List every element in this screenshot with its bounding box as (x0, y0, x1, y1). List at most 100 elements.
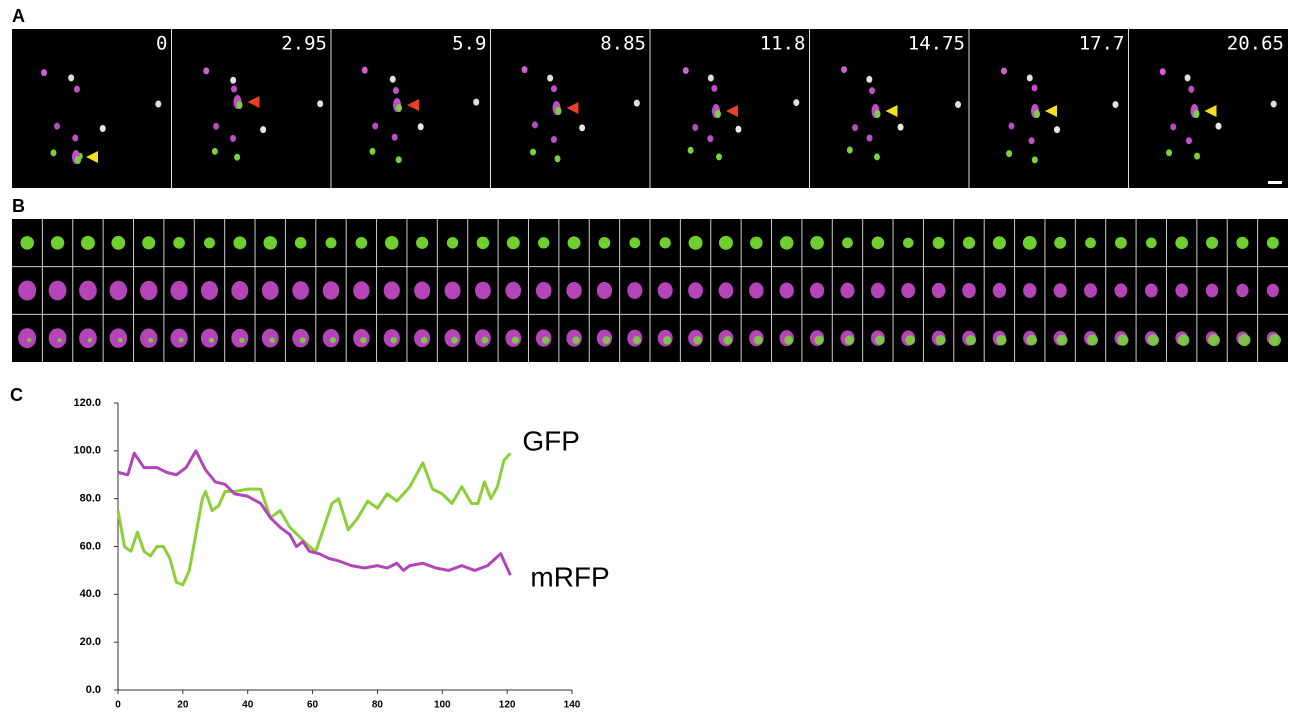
series-label: mRFP (530, 562, 609, 593)
cell (200, 280, 219, 301)
cell (715, 153, 722, 161)
cell (57, 338, 62, 343)
cell (814, 335, 824, 345)
cell (1205, 283, 1219, 298)
cell (688, 282, 703, 299)
cell (784, 335, 794, 345)
x-tick-label: 100 (434, 700, 451, 711)
cell (530, 148, 537, 156)
panel-label: B (12, 196, 25, 216)
cell (325, 237, 337, 249)
cell (142, 236, 156, 250)
cell (1145, 237, 1157, 249)
cell (355, 237, 368, 249)
cell (596, 282, 613, 299)
cell (707, 135, 714, 143)
cell (902, 237, 914, 249)
cell (1193, 110, 1200, 118)
cell (1236, 236, 1249, 249)
cell (1147, 334, 1159, 346)
arrowhead (86, 151, 98, 163)
cell (395, 156, 402, 164)
cell (384, 236, 399, 250)
y-tick-label: 120.0 (73, 397, 101, 409)
cell (330, 337, 336, 344)
arrowhead (726, 105, 738, 117)
series-line (117, 449, 512, 576)
cell (140, 280, 158, 301)
cell (541, 336, 550, 344)
cell (779, 282, 794, 299)
cell (1215, 122, 1222, 130)
cell (1008, 122, 1015, 130)
cell (389, 75, 396, 83)
y-tick-label: 20.0 (80, 636, 101, 648)
cell (1006, 150, 1013, 158)
cell (657, 282, 673, 299)
cell (446, 237, 459, 249)
cell (1185, 137, 1192, 145)
cell (73, 85, 80, 93)
cell (1188, 85, 1195, 93)
x-tick-label: 120 (499, 700, 516, 711)
cell (109, 280, 128, 301)
cell (707, 74, 714, 82)
cell (211, 147, 218, 155)
cell (322, 281, 340, 300)
cell (810, 235, 824, 250)
time-label: 0 (156, 33, 167, 55)
cell (170, 280, 188, 301)
cell (1144, 283, 1158, 298)
cell (18, 280, 37, 301)
cell (229, 134, 236, 142)
cell (809, 282, 825, 299)
cell (852, 124, 859, 132)
cell (213, 122, 220, 130)
cell (505, 281, 522, 300)
time-label: 17.7 (1079, 33, 1125, 55)
cell (109, 328, 128, 348)
x-tick-label: 40 (242, 700, 254, 711)
cell (50, 149, 57, 157)
cell (506, 236, 520, 250)
cell (420, 336, 428, 344)
cell (118, 337, 123, 343)
panel-label: C (10, 385, 23, 405)
cell (1270, 100, 1277, 108)
cell (840, 282, 855, 299)
cell (1208, 334, 1220, 347)
time-label: 11.8 (760, 33, 806, 55)
cell (230, 85, 237, 93)
cell (231, 328, 249, 348)
cell (871, 236, 885, 250)
cell (1236, 283, 1249, 298)
cell (1266, 236, 1279, 249)
y-tick-label: 80.0 (80, 493, 101, 505)
cell (203, 237, 215, 249)
series-line (116, 452, 512, 587)
cell (392, 87, 399, 95)
cell (383, 281, 400, 300)
cell (750, 236, 763, 250)
cell (841, 66, 848, 74)
cell (41, 69, 48, 77)
cell (1031, 84, 1038, 92)
cell (1087, 334, 1099, 346)
cell (735, 125, 742, 133)
cell (579, 124, 586, 132)
cell (905, 335, 916, 346)
cell (1184, 74, 1191, 82)
x-tick-label: 0 (115, 700, 121, 711)
cell (99, 125, 106, 133)
cell (18, 328, 37, 349)
cell (723, 335, 733, 345)
cell (1031, 156, 1038, 164)
arrowhead (566, 102, 579, 114)
cell (687, 146, 694, 154)
cell (231, 281, 249, 300)
arrowhead (247, 96, 260, 108)
cell (1056, 334, 1068, 346)
series-label: GFP (522, 426, 580, 457)
cell (1085, 237, 1096, 249)
cell (1170, 123, 1177, 131)
